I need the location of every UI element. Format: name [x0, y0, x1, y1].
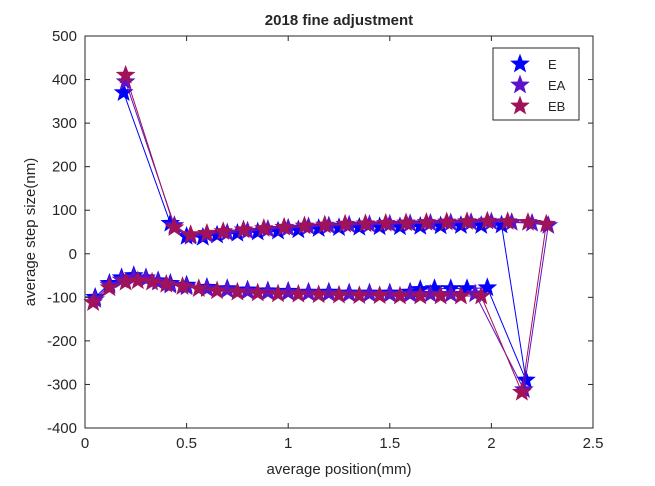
data-point: [258, 281, 278, 301]
y-tick-label: -300: [47, 376, 77, 393]
data-point: [188, 278, 209, 298]
data-point: [274, 216, 294, 236]
data-point: [156, 273, 177, 293]
y-tick-label: 100: [52, 202, 77, 219]
data-point: [440, 283, 461, 303]
data-point: [142, 271, 162, 291]
y-tick-label: -200: [47, 333, 77, 350]
data-point: [436, 211, 457, 231]
data-point: [369, 285, 390, 304]
data-point: [268, 283, 288, 303]
data-point: [359, 283, 380, 303]
data-point: [430, 285, 451, 305]
data-point: [471, 285, 492, 305]
legend-label-e: E: [548, 57, 557, 72]
data-point: [420, 283, 441, 303]
data-point: [375, 212, 396, 232]
data-point: [253, 218, 274, 237]
legend-marker-e: [510, 53, 530, 73]
data-point: [308, 284, 329, 304]
data-point: [329, 284, 349, 304]
y-tick-label: -400: [47, 420, 77, 437]
y-tick-label: 200: [52, 159, 77, 176]
data-point: [349, 285, 370, 304]
data-point: [233, 219, 254, 239]
data-point: [217, 279, 238, 299]
y-tick-label: 300: [52, 115, 77, 132]
series-eb: [83, 64, 557, 401]
data-point: [227, 281, 248, 301]
legend-marker-eb: [510, 95, 530, 115]
y-tick-label: 500: [52, 28, 77, 45]
data-point: [314, 214, 335, 234]
data-point: [497, 211, 518, 230]
data-point: [379, 283, 400, 303]
axes-box: [84, 35, 594, 429]
y-axis-ticks: -400 -300 -200 -100 0 100 200 300 400 500: [47, 28, 593, 437]
x-tick-label: 1: [284, 435, 292, 452]
data-point: [99, 277, 120, 297]
data-point: [207, 280, 227, 300]
series-layer: [83, 64, 559, 401]
data-point: [213, 221, 234, 240]
data-point: [416, 212, 437, 231]
data-point: [512, 381, 532, 401]
x-tick-label: 0.5: [176, 435, 197, 452]
data-point: [339, 283, 360, 303]
data-point: [180, 224, 201, 243]
data-point: [410, 285, 431, 305]
y-axis-label: average step size(nm): [22, 158, 39, 306]
legend-label-eb: EB: [548, 99, 565, 114]
y-tick-label: 400: [52, 72, 77, 89]
data-point: [318, 283, 339, 302]
data-point: [355, 213, 376, 233]
data-point: [477, 210, 498, 230]
data-point: [298, 282, 319, 302]
data-point: [451, 285, 471, 305]
data-point: [164, 217, 185, 237]
data-point: [457, 211, 477, 230]
x-axis-ticks: 0 0.5 1 1.5 2 2.5: [81, 36, 604, 452]
x-tick-label: 2.5: [583, 435, 604, 452]
data-point: [115, 64, 136, 84]
legend: E EA EB: [492, 47, 580, 121]
data-point: [400, 283, 420, 303]
data-point: [288, 283, 309, 303]
x-axis-label: average position(mm): [266, 461, 411, 478]
y-tick-label: 0: [69, 246, 77, 263]
data-point: [335, 213, 355, 233]
x-tick-label: 1.5: [379, 435, 400, 452]
data-point: [390, 285, 410, 305]
data-point: [247, 282, 268, 302]
y-tick-label: -100: [47, 289, 77, 306]
data-point: [457, 278, 477, 298]
data-point: [294, 215, 315, 235]
chart-title: 2018 fine adjustment: [265, 12, 413, 29]
data-point: [278, 282, 299, 301]
data-point: [477, 277, 498, 297]
x-tick-label: 0: [81, 435, 89, 452]
data-point: [83, 292, 103, 311]
data-point: [237, 280, 258, 300]
data-point: [396, 212, 416, 232]
data-point: [127, 270, 148, 290]
data-point: [518, 212, 538, 231]
legend-marker-ea: [510, 74, 530, 94]
data-point: [536, 213, 557, 233]
legend-box: [492, 47, 580, 121]
x-tick-label: 2: [487, 435, 495, 452]
data-point: [172, 276, 193, 295]
data-point: [197, 222, 217, 242]
legend-label-ea: EA: [548, 78, 566, 93]
data-point: [115, 71, 136, 91]
